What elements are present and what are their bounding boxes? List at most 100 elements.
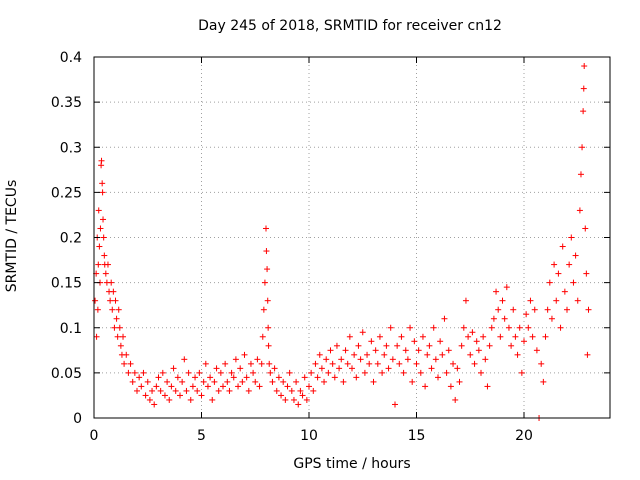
y-tick-label: 0.25 (51, 185, 82, 201)
data-point (383, 342, 390, 349)
data-point (95, 207, 102, 214)
data-point (295, 401, 302, 408)
data-point (149, 387, 156, 394)
chart-title: Day 245 of 2018, SRMTID for receiver cn1… (198, 18, 502, 34)
data-points (92, 63, 592, 421)
data-point (202, 360, 209, 367)
data-point (417, 369, 424, 376)
data-point (376, 333, 383, 340)
data-point (583, 270, 590, 277)
data-point (342, 347, 349, 354)
data-point (275, 374, 282, 381)
data-point (293, 378, 300, 385)
data-point (116, 324, 123, 331)
data-point (185, 369, 192, 376)
data-point (426, 342, 433, 349)
data-point (207, 374, 214, 381)
data-point (120, 333, 127, 340)
data-point (157, 387, 164, 394)
data-point (503, 284, 510, 291)
data-point (409, 378, 416, 385)
data-point (432, 356, 439, 363)
data-point (247, 360, 254, 367)
data-point (260, 306, 267, 313)
data-point (316, 351, 323, 358)
x-tick-label: 10 (300, 428, 318, 444)
data-point (582, 225, 589, 232)
data-point (113, 315, 120, 322)
data-point (258, 360, 265, 367)
data-point (200, 378, 207, 385)
data-point (95, 261, 102, 268)
data-point (576, 207, 583, 214)
data-point (111, 324, 118, 331)
data-point (117, 342, 124, 349)
data-point (263, 248, 270, 255)
y-tick-label: 0.3 (60, 140, 82, 156)
data-point (271, 365, 278, 372)
data-point (97, 225, 104, 232)
data-point (166, 396, 173, 403)
data-point (220, 383, 226, 390)
data-point (428, 365, 435, 372)
y-tick-label: 0 (73, 411, 82, 427)
data-point (265, 342, 272, 349)
data-point (450, 360, 457, 367)
data-point (235, 383, 242, 390)
data-point (102, 270, 109, 277)
data-point (306, 383, 312, 390)
data-point (100, 216, 107, 223)
data-point (353, 374, 360, 381)
data-point (538, 360, 545, 367)
data-point (564, 306, 570, 313)
data-point (127, 360, 134, 367)
data-point (437, 338, 444, 345)
data-point (142, 392, 149, 399)
data-point (115, 306, 122, 313)
data-point (194, 387, 201, 394)
data-point (183, 387, 190, 394)
data-point (381, 351, 388, 358)
data-point (424, 351, 431, 358)
data-point (570, 279, 577, 286)
data-point (561, 288, 568, 295)
data-point (98, 157, 105, 164)
data-point (327, 347, 334, 354)
data-point (174, 374, 181, 381)
data-point (230, 374, 237, 381)
data-point (204, 383, 211, 390)
data-point (99, 180, 106, 187)
data-point (551, 261, 558, 268)
data-point (529, 333, 536, 340)
data-point (458, 342, 465, 349)
data-point (226, 387, 233, 394)
data-point (471, 360, 478, 367)
data-point (505, 324, 512, 331)
data-point (192, 374, 199, 381)
data-point (265, 324, 272, 331)
plot-frame (93, 56, 611, 419)
data-point (533, 347, 540, 354)
grid-lines (94, 57, 610, 418)
data-point (452, 396, 459, 403)
data-point (518, 369, 525, 376)
data-point (273, 387, 280, 394)
data-point (473, 338, 480, 345)
data-point (303, 396, 310, 403)
data-point (323, 356, 330, 363)
data-point (278, 392, 285, 399)
data-point (445, 347, 452, 354)
data-point (546, 279, 553, 286)
data-point (144, 378, 151, 385)
data-point (392, 401, 398, 408)
data-point (525, 324, 532, 331)
data-point (129, 378, 136, 385)
data-point (112, 297, 119, 304)
data-point (443, 369, 450, 376)
data-point (329, 360, 336, 367)
data-point (454, 365, 461, 372)
data-point (372, 347, 379, 354)
data-point (389, 356, 396, 363)
data-point (224, 378, 231, 385)
data-point (581, 63, 588, 70)
